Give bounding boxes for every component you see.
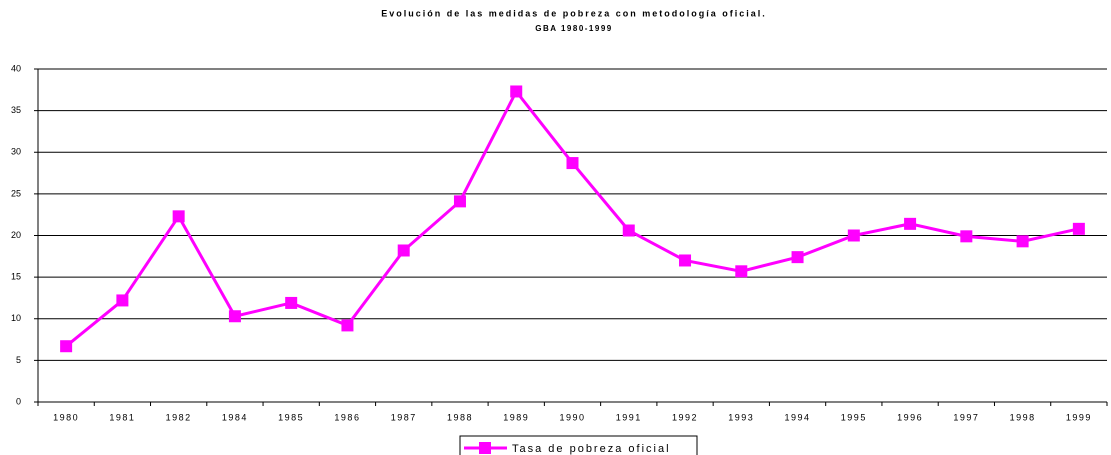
x-tick-label: 1982	[166, 412, 192, 422]
x-tick-label: 1992	[672, 412, 698, 422]
x-tick-label: 1985	[278, 412, 304, 422]
point-marker	[622, 224, 635, 237]
point-marker	[1072, 222, 1085, 235]
point-marker	[285, 296, 298, 309]
legend-box	[459, 435, 698, 455]
y-tick-label: 40	[11, 63, 21, 73]
chart-subtitle: GBA 1980-1999	[535, 24, 612, 33]
y-tick-label: 0	[16, 396, 21, 406]
point-marker	[172, 210, 185, 223]
point-marker	[116, 294, 129, 307]
x-tick-label: 1984	[222, 412, 248, 422]
point-marker	[679, 254, 692, 267]
y-tick-label: 5	[16, 355, 21, 365]
point-marker	[566, 157, 579, 170]
y-tick-label: 20	[11, 230, 21, 240]
x-tick-label: 1999	[1066, 412, 1092, 422]
x-tick-label: 1994	[785, 412, 811, 422]
point-marker	[960, 230, 973, 243]
x-tick-label: 1987	[391, 412, 417, 422]
x-tick-label: 1997	[953, 412, 979, 422]
x-tick-label: 1981	[109, 412, 135, 422]
point-marker	[847, 229, 860, 242]
legend-marker	[479, 442, 491, 454]
x-tick-label: 1990	[559, 412, 585, 422]
y-tick-label: 25	[11, 188, 21, 198]
point-marker	[1016, 235, 1029, 248]
y-tick-label: 15	[11, 272, 21, 282]
y-tick-label: 10	[11, 313, 21, 323]
x-tick-label: 1993	[728, 412, 754, 422]
point-marker	[453, 195, 466, 208]
legend-text: Tasa de pobreza oficial	[512, 443, 671, 455]
point-marker	[735, 265, 748, 278]
y-tick-label: 30	[11, 147, 21, 157]
y-tick-label: 35	[11, 105, 21, 115]
x-tick-label: 1980	[53, 412, 79, 422]
x-tick-label: 1991	[616, 412, 642, 422]
point-marker	[60, 340, 73, 353]
series-line	[65, 88, 1080, 348]
point-marker	[341, 319, 354, 332]
x-tick-label: 1988	[447, 412, 473, 422]
x-tick-label: 1996	[897, 412, 923, 422]
chart-title: Evolución de las medidas de pobreza con …	[381, 8, 767, 18]
point-marker	[904, 217, 917, 230]
point-marker	[510, 85, 523, 98]
x-tick-label: 1986	[334, 412, 360, 422]
x-tick-label: 1995	[841, 412, 867, 422]
x-tick-label: 1998	[1010, 412, 1036, 422]
x-tick-label: 1989	[503, 412, 529, 422]
point-marker	[791, 251, 804, 264]
point-marker	[228, 310, 241, 323]
point-marker	[397, 244, 410, 257]
